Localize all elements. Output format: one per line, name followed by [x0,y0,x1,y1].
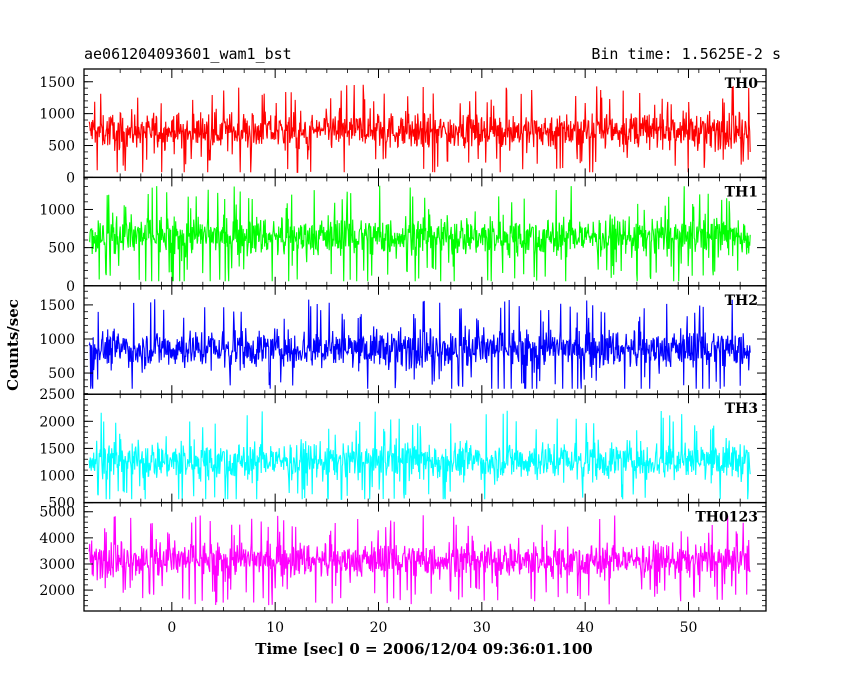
y-tick-label: 1000 [39,332,75,348]
y-tick-label: 500 [48,241,75,257]
y-tick-label: 3000 [39,557,75,573]
y-tick-label: 5000 [39,505,75,521]
x-tick-label: 30 [473,620,491,636]
y-tick-label: 1500 [39,298,75,314]
panel-th1: 0 500 1000 TH1 [39,176,767,295]
y-tick-label: 4000 [39,531,75,547]
y-tick-label: 2000 [39,583,75,599]
series-label-th0123: TH0123 [695,510,758,526]
panel-th3: 500 1000 1500 2000 2500 TH3 [39,387,767,512]
series-label-th0: TH0 [725,76,759,92]
y-tick-label: 1000 [39,469,75,485]
x-axis: 0 10 20 30 40 50 [167,620,697,636]
series-line-th0 [88,84,751,173]
panel-th0123: 2000 3000 4000 5000 TH0123 [39,501,767,612]
x-tick-label: 0 [167,620,176,636]
y-tick-label: 0 [66,279,75,295]
y-tick-label: 1500 [39,75,75,91]
y-tick-label: 500 [48,496,75,512]
y-tick-label: 1000 [39,107,75,123]
x-tick-label: 50 [680,620,698,636]
y-tick-label: 500 [48,139,75,155]
x-tick-label: 40 [576,620,594,636]
series-line-th0123 [88,515,751,606]
y-axis-title: Counts/sec [4,299,22,391]
bin-time-label: Bin time: 1.5625E-2 s [591,45,781,63]
series-label-th2: TH2 [725,293,758,309]
y-tick-label: 1000 [39,202,75,218]
y-tick-label: 0 [66,170,75,186]
x-tick-label: 10 [266,620,284,636]
y-tick-label: 2500 [39,387,75,403]
panel-th2: 500 1000 1500 TH2 [39,285,767,395]
series-label-th3: TH3 [725,401,758,417]
y-tick-label: 2000 [39,414,75,430]
series-line-th3 [88,410,751,500]
y-tick-label: 1500 [39,441,75,457]
x-axis-title: Time [sec] 0 = 2006/12/04 09:36:01.100 [255,640,592,658]
panels-group: 0 500 1000 1500 TH0 0 500 1000 TH1 500 1000 1500 TH2… [39,68,767,612]
panel-frame [83,501,767,612]
panel-th0: 0 500 1000 1500 TH0 [39,68,767,186]
series-label-th1: TH1 [725,184,758,200]
x-tick-label: 20 [370,620,388,636]
series-line-th2 [88,299,751,389]
y-tick-label: 500 [48,366,75,382]
chart-title: ae061204093601_wam1_bst [84,45,292,63]
series-line-th1 [88,185,751,282]
